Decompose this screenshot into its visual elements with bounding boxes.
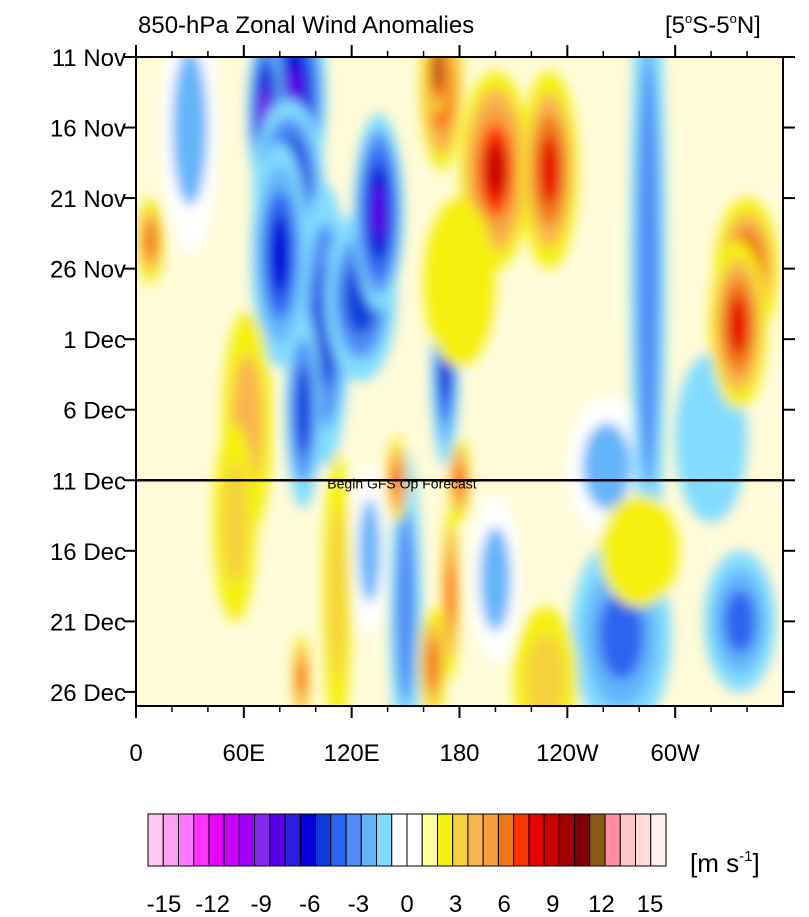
colorbar-swatch-29 xyxy=(589,813,606,867)
colorbar-swatch-4 xyxy=(208,813,225,867)
anomaly-blob-11-level-1 xyxy=(637,57,660,486)
anomaly-blob-30-level-3 xyxy=(298,663,305,693)
region-label: [5oS-5oN] xyxy=(665,11,761,39)
colorbar-label-8: 9 xyxy=(546,891,559,917)
anomaly-blob-34-level-1 xyxy=(328,506,347,680)
colorbar-swatch-22 xyxy=(482,813,499,867)
anomaly-blob-3-level-3 xyxy=(269,215,290,294)
y-tick-label-9: 26 Dec xyxy=(50,680,126,707)
colorbar-label-10: 15 xyxy=(637,891,664,917)
anomaly-blob-23-level-3 xyxy=(728,295,749,355)
colorbar-swatch-14 xyxy=(360,813,378,867)
x-tick-label-3: 180 xyxy=(439,740,479,767)
colorbar-swatch-20 xyxy=(452,813,469,867)
colorbar-swatch-3 xyxy=(193,813,210,867)
anomaly-blob-10-level-1 xyxy=(582,422,632,510)
colorbar-swatch-33 xyxy=(650,813,667,867)
anomaly-blob-20-level-4 xyxy=(485,141,506,199)
colorbar-label-5: 0 xyxy=(400,891,413,917)
colorbar-label-1: -12 xyxy=(195,891,230,917)
heatmap-field xyxy=(136,57,783,706)
x-tick-label-1: 60E xyxy=(222,740,265,767)
colorbar-swatch-7 xyxy=(254,813,271,867)
colorbar-swatch-16 xyxy=(391,813,408,867)
y-tick-label-1: 16 Nov xyxy=(50,116,126,143)
colorbar-label-3: -6 xyxy=(299,891,320,917)
x-tick-label-0: 0 xyxy=(129,740,142,767)
forecast-line-group: Begin GFS Op Forecast xyxy=(136,475,783,491)
forecast-line-label: Begin GFS Op Forecast xyxy=(327,475,477,491)
y-tick-label-0: 11 Nov xyxy=(52,45,126,72)
x-tick-label-2: 120E xyxy=(324,740,380,767)
colorbar-swatch-26 xyxy=(543,813,560,867)
colorbar-swatch-1 xyxy=(162,813,179,867)
anomaly-blob-24-level-0 xyxy=(423,198,496,368)
anomaly-blob-15-level-1 xyxy=(479,526,511,632)
colorbar-swatch-2 xyxy=(177,813,195,867)
anomaly-blob-31-level-1 xyxy=(221,461,249,584)
anomaly-blob-19-level-5 xyxy=(435,60,441,82)
y-tick-label-2: 21 Nov xyxy=(50,186,126,213)
colorbar-label-4: -3 xyxy=(348,891,369,917)
colorbar-swatch-9 xyxy=(284,813,301,867)
y-tick-label-6: 11 Dec xyxy=(52,468,126,495)
colorbar-swatch-21 xyxy=(467,813,484,867)
y-axis: 11 Nov 16 Nov 21 Nov 26 Nov 1 Dec 6 Dec 11 Dec… xyxy=(50,45,795,707)
colorbar-swatch-19 xyxy=(436,813,454,867)
anomaly-blob-33-level-2 xyxy=(143,221,157,260)
colorbar-swatch-28 xyxy=(574,813,591,867)
y-tick-label-7: 16 Dec xyxy=(50,539,126,566)
colorbar-swatch-24 xyxy=(513,813,530,867)
colorbar-swatch-10 xyxy=(299,813,317,867)
colorbar-swatch-5 xyxy=(223,813,240,867)
colorbar-swatch-8 xyxy=(269,813,286,867)
colorbar-swatch-32 xyxy=(635,813,652,867)
anomaly-blob-17-level-2 xyxy=(723,589,756,653)
colorbar-label-6: 3 xyxy=(449,891,462,917)
anomaly-blob-35-level-0 xyxy=(599,494,679,608)
chart-title: 850-hPa Zonal Wind Anomalies xyxy=(138,12,474,39)
colorbar: -15 -12 -9 -6 -3 0 3 6 9 12 15 xyxy=(147,813,667,917)
colorbar-unit: [m s-1] xyxy=(690,848,760,878)
anomaly-blob-16-level-2 xyxy=(598,591,644,680)
y-tick-label-3: 26 Nov xyxy=(50,257,126,284)
x-tick-label-5: 60W xyxy=(650,740,700,767)
x-axis: 0 60E 120E 180 120W 60W xyxy=(129,45,748,767)
y-tick-label-5: 6 Dec xyxy=(63,398,126,425)
anomaly-blob-21-level-3 xyxy=(539,135,560,205)
colorbar-swatch-31 xyxy=(619,813,637,867)
colorbar-swatch-15 xyxy=(376,813,393,867)
colorbar-label-2: -9 xyxy=(251,891,272,917)
colorbar-swatch-13 xyxy=(345,813,362,867)
colorbar-swatch-25 xyxy=(528,813,545,867)
anomaly-blob-7-level-2 xyxy=(295,365,312,454)
anomaly-blob-9-level-1 xyxy=(172,57,208,206)
colorbar-swatch-23 xyxy=(497,813,515,867)
anomaly-blob-6-level-4 xyxy=(371,183,386,241)
colorbar-label-0: -15 xyxy=(147,891,182,917)
x-tick-label-4: 120W xyxy=(536,740,599,767)
anomaly-blob-32-level-1 xyxy=(525,634,566,706)
anomaly-blob-29-level-2 xyxy=(426,638,439,689)
colorbar-swatch-17 xyxy=(406,813,423,867)
anomaly-blob-13-level-1 xyxy=(395,511,416,703)
colorbar-swatch-12 xyxy=(330,813,347,867)
colorbar-label-9: 12 xyxy=(588,891,615,917)
colorbar-swatch-27 xyxy=(558,813,576,867)
anomaly-blob-14-level-1 xyxy=(358,498,381,603)
colorbar-swatch-6 xyxy=(238,813,256,867)
colorbar-label-7: 6 xyxy=(498,891,511,917)
y-tick-label-4: 1 Dec xyxy=(63,327,126,354)
colorbar-swatch-30 xyxy=(604,813,621,867)
colorbar-swatch-18 xyxy=(421,813,438,867)
colorbar-swatch-0 xyxy=(147,813,164,867)
anomaly-blob-28-level-3 xyxy=(447,563,454,623)
y-tick-label-8: 21 Dec xyxy=(50,609,126,636)
colorbar-swatch-11 xyxy=(315,813,332,867)
